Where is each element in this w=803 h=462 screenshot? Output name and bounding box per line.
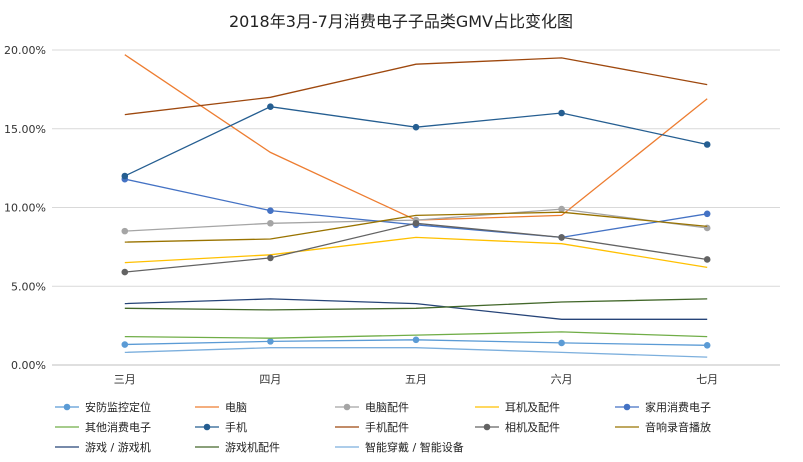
x-tick-label: 七月 xyxy=(696,373,718,386)
legend-label: 相机及配件 xyxy=(505,420,560,434)
data-point xyxy=(558,205,565,213)
legend-swatch-marker xyxy=(483,423,491,431)
legend-label: 安防监控定位 xyxy=(85,400,151,414)
data-point xyxy=(412,219,420,227)
data-point xyxy=(703,256,711,263)
legend-item: 游戏 / 游戏机 xyxy=(55,440,151,454)
series-line xyxy=(124,236,708,269)
legend-label: 智能穿戴 / 智能设备 xyxy=(365,440,464,454)
data-point xyxy=(267,207,274,214)
data-point xyxy=(412,123,420,131)
data-point xyxy=(121,172,129,180)
x-tick-label: 三月 xyxy=(114,373,136,386)
data-point xyxy=(267,219,274,227)
legend-swatch-marker xyxy=(623,403,631,411)
data-point xyxy=(121,341,129,348)
gridlines xyxy=(52,49,780,366)
axes: 0.00% 5.00% 10.00% 15.00% 20.00% 三月 四月 五月 六月 七月 xyxy=(4,44,718,386)
series xyxy=(124,331,708,339)
legend-item: 相机及配件 xyxy=(475,420,560,434)
series-line xyxy=(124,222,708,273)
series xyxy=(121,175,711,241)
x-tick-label: 六月 xyxy=(551,373,573,386)
series-line xyxy=(124,178,708,239)
y-tick-label: 0.00% xyxy=(11,359,46,372)
legend-label: 其他消费电子 xyxy=(85,420,151,434)
series-line xyxy=(124,106,708,177)
series-line xyxy=(124,298,708,311)
data-point xyxy=(558,339,565,347)
legend-item: 家用消费电子 xyxy=(615,400,711,414)
data-point xyxy=(703,210,711,218)
series xyxy=(124,298,708,320)
x-tick-label: 四月 xyxy=(259,373,281,386)
legend-item: 游戏机配件 xyxy=(195,440,280,454)
series xyxy=(121,103,711,180)
data-point xyxy=(558,234,565,241)
legend-item: 音响录音播放 xyxy=(615,420,711,434)
data-point xyxy=(267,254,274,262)
data-point xyxy=(267,338,274,345)
legend-label: 电脑配件 xyxy=(365,401,409,414)
data-point xyxy=(412,336,420,344)
series-lines xyxy=(121,54,711,358)
series xyxy=(121,219,711,276)
data-point xyxy=(703,141,711,148)
series-line xyxy=(124,211,708,243)
y-tick-label: 5.00% xyxy=(11,280,46,293)
legend-swatch-marker xyxy=(343,403,351,411)
series xyxy=(124,298,708,311)
legend-label: 音响录音播放 xyxy=(645,420,711,434)
legend-swatch-marker xyxy=(63,403,71,411)
series-line xyxy=(124,298,708,320)
series xyxy=(121,336,711,349)
data-point xyxy=(121,268,129,276)
legend-label: 家用消费电子 xyxy=(645,400,711,414)
legend-item: 电脑配件 xyxy=(335,401,409,414)
chart-title: 2018年3月-7月消费电子子品类GMV占比变化图 xyxy=(229,12,573,31)
data-point xyxy=(267,103,274,110)
legend-label: 电脑 xyxy=(225,401,247,414)
data-point xyxy=(558,109,565,117)
legend-item: 手机配件 xyxy=(335,420,409,434)
legend-item: 其他消费电子 xyxy=(55,420,151,434)
legend-label: 游戏机配件 xyxy=(225,440,280,454)
legend-item: 电脑 xyxy=(195,401,247,414)
y-tick-label: 15.00% xyxy=(4,123,46,136)
series xyxy=(124,236,708,269)
legend-label: 耳机及配件 xyxy=(505,400,560,414)
series-line xyxy=(124,54,708,221)
legend-swatch-marker xyxy=(203,423,211,431)
legend-item: 耳机及配件 xyxy=(475,400,560,414)
series-line xyxy=(124,347,708,358)
series xyxy=(124,211,708,243)
data-point xyxy=(121,227,129,235)
legend-item: 智能穿戴 / 智能设备 xyxy=(335,440,464,454)
y-tick-label: 20.00% xyxy=(4,44,46,57)
y-tick-label: 10.00% xyxy=(4,202,46,215)
data-point xyxy=(703,342,711,349)
legend-item: 手机 xyxy=(195,420,247,434)
legend-label: 游戏 / 游戏机 xyxy=(85,440,151,454)
series xyxy=(124,347,708,358)
series xyxy=(124,54,708,221)
legend-item: 安防监控定位 xyxy=(55,400,151,414)
legend-label: 手机 xyxy=(225,420,247,434)
legend-label: 手机配件 xyxy=(365,420,409,434)
x-tick-label: 五月 xyxy=(405,373,427,386)
series-line xyxy=(124,331,708,339)
series-line xyxy=(124,57,708,116)
series xyxy=(124,57,708,116)
